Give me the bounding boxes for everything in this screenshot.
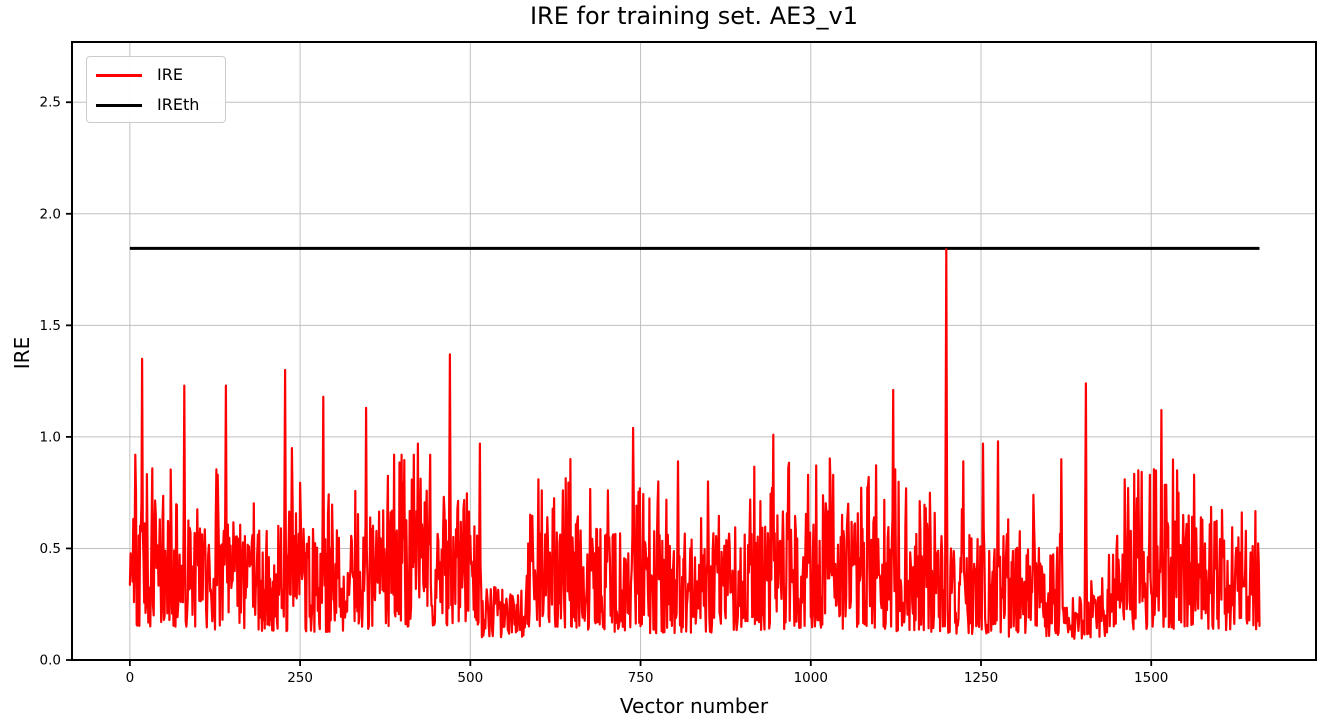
- y-tick-label: 2.5: [40, 95, 61, 111]
- legend-label-ire: IRE: [157, 65, 183, 84]
- x-tick-label: 500: [457, 670, 483, 686]
- chart-title: IRE for training set. AE3_v1: [529, 2, 859, 30]
- series-line-ire: [128, 248, 1261, 640]
- legend: IRE IREth: [86, 56, 226, 123]
- y-tick-label: 2.0: [40, 206, 61, 222]
- x-tick-label: 250: [287, 670, 313, 686]
- y-tick-label: 1.0: [40, 429, 61, 445]
- x-axis-label: Vector number: [619, 694, 769, 718]
- y-tick-label: 1.5: [40, 318, 61, 334]
- y-tick-label: 0.0: [40, 653, 61, 669]
- legend-line-sample-ire: [96, 73, 142, 77]
- x-tick-label: 750: [628, 670, 654, 686]
- x-tick-label: 0: [126, 670, 135, 686]
- x-tick-label: 1500: [1134, 670, 1168, 686]
- x-tick-label: 1000: [794, 670, 828, 686]
- plot-border: [71, 41, 1317, 661]
- y-tick-label: 0.5: [40, 541, 61, 557]
- legend-line-sample-ireth: [96, 103, 142, 107]
- x-tick-label: 1250: [964, 670, 998, 686]
- y-axis-label: IRE: [10, 336, 34, 370]
- legend-item-ireth: IREth: [87, 90, 225, 120]
- legend-label-ireth: IREth: [157, 95, 200, 114]
- legend-item-ire: IRE: [87, 60, 225, 90]
